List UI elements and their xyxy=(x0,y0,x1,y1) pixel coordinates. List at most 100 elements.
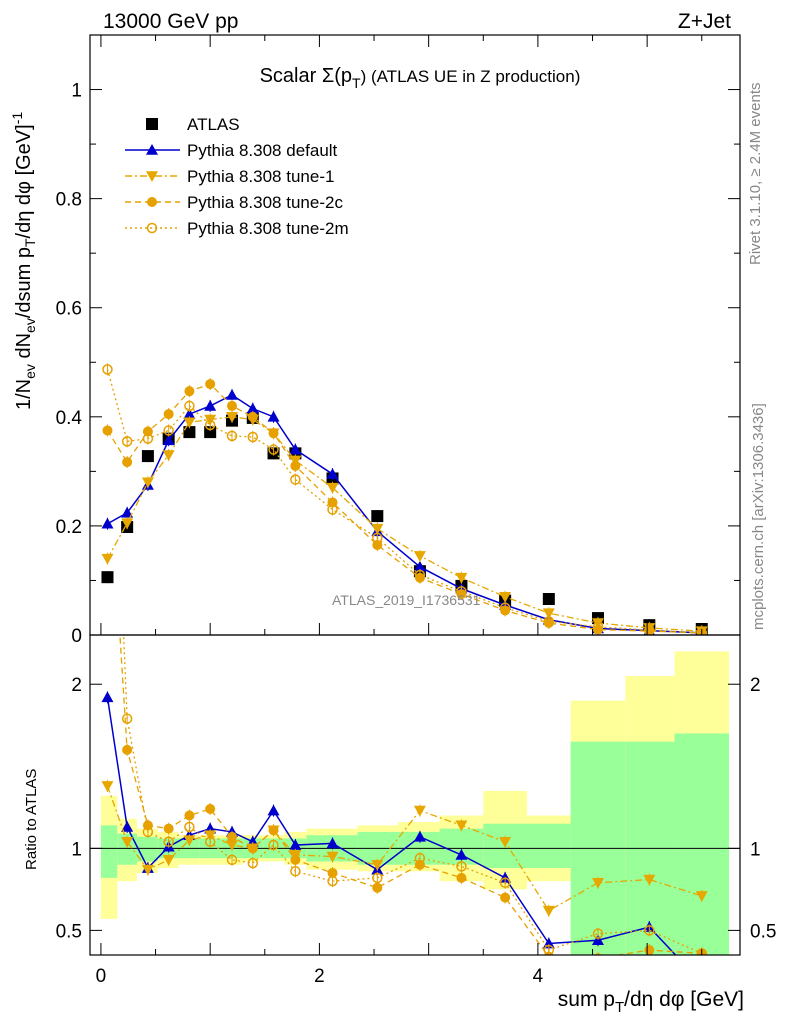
data-point xyxy=(226,840,239,852)
data-point xyxy=(327,504,338,515)
data-point xyxy=(591,877,604,889)
data-point xyxy=(643,874,656,886)
title-suffix: ) (ATLAS UE in Z production) xyxy=(361,67,581,86)
data-point xyxy=(121,506,134,518)
data-point xyxy=(267,804,280,816)
data-point xyxy=(372,532,383,544)
data-point xyxy=(542,608,555,620)
data-point xyxy=(455,848,468,860)
data-point xyxy=(372,872,383,884)
data-point xyxy=(184,821,195,833)
data-point xyxy=(696,977,708,988)
x-tick-label: 4 xyxy=(533,966,544,987)
data-point xyxy=(183,426,196,439)
y-tick-label: 0.4 xyxy=(56,408,83,429)
data-point xyxy=(290,474,301,485)
legend-entry: Pythia 8.308 tune-2m xyxy=(125,219,349,238)
data-point xyxy=(289,839,302,850)
mcplots-info: mcplots.cern.ch [arXiv:1306.3436] xyxy=(750,403,767,630)
data-point xyxy=(499,592,512,603)
data-point xyxy=(141,477,154,489)
data-point xyxy=(162,450,175,461)
data-point xyxy=(542,905,555,917)
data-point xyxy=(226,430,238,442)
data-point xyxy=(413,551,426,562)
data-point xyxy=(204,419,216,431)
data-point xyxy=(542,593,555,605)
data-point xyxy=(247,857,259,869)
legend-label: ATLAS xyxy=(187,115,240,134)
header-right: Z+Jet xyxy=(678,10,731,33)
legend-marker xyxy=(146,222,158,234)
legend-label: Pythia 8.308 default xyxy=(187,141,338,160)
data-point xyxy=(455,820,468,832)
legend: ATLAS Pythia 8.308 default Pythia 8.308 tu… xyxy=(125,115,349,238)
data-point xyxy=(290,460,301,471)
data-point xyxy=(371,859,384,871)
data-point xyxy=(247,843,258,854)
legend-label: Pythia 8.308 tune-2c xyxy=(187,193,343,212)
data-point xyxy=(696,627,708,635)
rivet-info: Rivet 3.1.10, ≥ 2.4M events xyxy=(747,83,764,266)
title-prefix: Scalar Σ(p xyxy=(260,65,352,87)
data-point xyxy=(184,810,195,821)
data-point xyxy=(246,402,259,414)
data-point xyxy=(499,877,511,889)
data-point xyxy=(101,781,114,792)
ratio-y-tick-label-right: 2 xyxy=(750,675,761,696)
data-point xyxy=(413,805,426,817)
data-point xyxy=(163,836,174,848)
series-pythia-8-308-tune-2m xyxy=(102,363,708,635)
data-point xyxy=(121,436,133,447)
data-point xyxy=(289,443,302,455)
ratio-y-tick-label: 1 xyxy=(71,839,82,860)
data-point xyxy=(205,803,216,814)
ratio-frame xyxy=(89,634,741,956)
legend-entry: Pythia 8.308 default xyxy=(125,141,338,160)
y-tick-label: 0.6 xyxy=(56,299,82,320)
data-point xyxy=(413,560,426,572)
data-point xyxy=(372,882,383,893)
x-tick-label: 2 xyxy=(314,966,325,987)
y-tick-label: 0 xyxy=(71,626,82,647)
legend-label: Pythia 8.308 tune-2m xyxy=(187,219,349,238)
data-point xyxy=(644,925,655,936)
data-point xyxy=(268,428,279,439)
data-point xyxy=(102,425,113,436)
data-point xyxy=(696,948,708,955)
data-point xyxy=(121,713,133,724)
y-tick-label: 0.2 xyxy=(56,517,82,538)
data-point xyxy=(326,482,339,494)
green-band xyxy=(100,825,118,878)
data-point xyxy=(414,569,426,581)
data-point xyxy=(456,861,467,872)
data-point xyxy=(121,518,134,530)
header-left: 13000 GeV pp xyxy=(103,10,238,33)
data-point xyxy=(644,945,655,955)
data-point xyxy=(162,855,175,866)
data-point xyxy=(183,417,196,429)
data-point xyxy=(141,450,154,463)
legend-marker xyxy=(146,144,158,155)
data-point xyxy=(290,854,301,865)
data-point xyxy=(227,400,238,411)
legend-marker xyxy=(146,118,158,130)
data-point xyxy=(122,744,133,755)
data-point xyxy=(122,457,133,468)
data-point xyxy=(327,875,338,887)
data-point xyxy=(101,553,114,565)
data-point xyxy=(499,836,512,848)
main-ylabel: 1/Nev dNev/dsum pT/dη dφ [GeV]-1 xyxy=(9,112,38,410)
ratio-uncertainty-bands xyxy=(90,651,740,955)
data-point xyxy=(204,399,217,411)
data-point xyxy=(183,408,196,419)
legend-label: Pythia 8.308 tune-1 xyxy=(187,167,334,186)
legend-entry: Pythia 8.308 tune-2c xyxy=(125,193,343,212)
data-point xyxy=(290,866,301,877)
ratio-y-tick-label: 2 xyxy=(71,675,82,696)
data-point xyxy=(103,253,112,262)
data-point xyxy=(226,412,239,423)
data-point xyxy=(371,523,384,535)
y-tick-label: 1 xyxy=(71,81,82,102)
